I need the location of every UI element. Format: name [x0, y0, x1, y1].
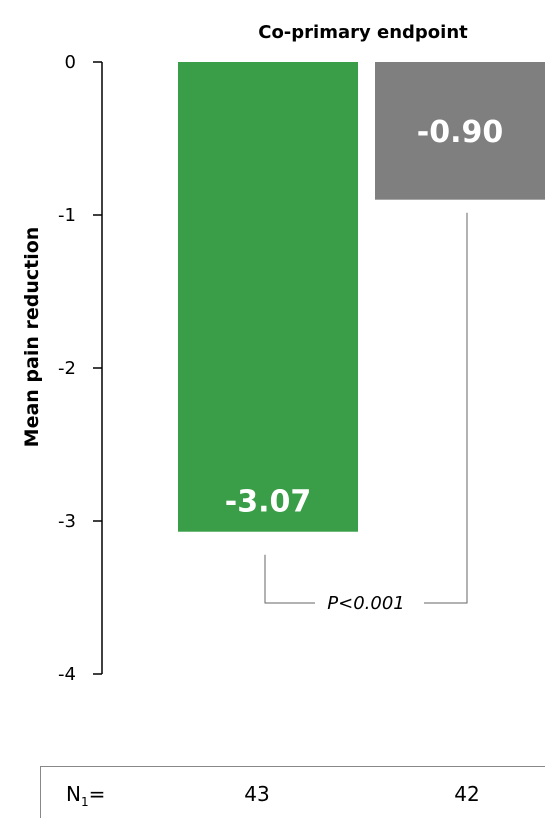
n-table: N1= 43 42: [40, 766, 545, 818]
bar-chart: Co-primary endpoint Mean pain reduction …: [21, 22, 545, 685]
n-value-group-2: 42: [454, 782, 480, 806]
bar-2-value-label: -0.90: [417, 115, 503, 150]
y-tick-label: -2: [58, 358, 76, 379]
y-tick-label: -1: [58, 205, 76, 226]
bar-2: [375, 62, 545, 200]
y-axis-label: Mean pain reduction: [21, 227, 43, 448]
bar-1: [178, 62, 358, 532]
y-tick-label: -4: [58, 664, 76, 685]
y-tick-label: -3: [58, 511, 76, 532]
n-value-group-1: 43: [244, 782, 270, 806]
bar-1-value-label: -3.07: [225, 485, 311, 520]
p-value-label: P<0.001: [327, 593, 404, 614]
n-label: N1=: [66, 782, 106, 809]
y-tick-label: 0: [65, 52, 76, 73]
significance-bracket-left: [264, 554, 315, 604]
chart-title: Co-primary endpoint: [258, 22, 468, 43]
significance-bracket-right: [424, 212, 468, 604]
